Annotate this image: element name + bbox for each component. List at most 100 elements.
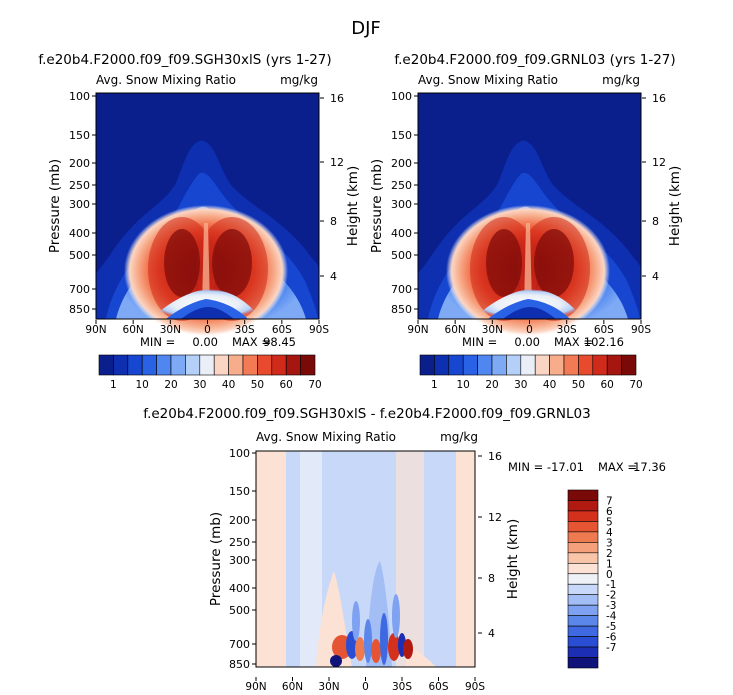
colorbar-label: 3 <box>606 537 613 549</box>
colorbar-label: -3 <box>606 600 616 612</box>
y-tick-label: 500 <box>391 249 412 262</box>
panel-2-yticks-right: 16 12 8 4 <box>642 92 666 283</box>
colorbar-box <box>113 354 129 376</box>
colorbar-box <box>567 542 599 554</box>
colorbar-box <box>567 625 599 637</box>
x-tick-label: 90N <box>245 681 266 693</box>
y-tick-label: 400 <box>391 227 412 240</box>
panel-3-variable: Avg. Snow Mixing Ratio <box>256 430 396 444</box>
y-tick-label: 300 <box>69 198 90 211</box>
colorbar-box <box>567 594 599 606</box>
colorbar-label: 6 <box>606 506 613 518</box>
colorbar-label: 10 <box>136 379 149 391</box>
colorbar-box <box>419 354 435 376</box>
colorbar-box <box>271 354 287 376</box>
y-right-tick-label: 8 <box>330 215 337 228</box>
colorbar-box <box>98 354 114 376</box>
colorbar-label: -2 <box>606 590 616 602</box>
panel-2: f.e20b4.F2000.f09_f09.GRNL03 (yrs 1-27) … <box>369 52 683 391</box>
colorbar-box <box>621 354 637 376</box>
colorbar-box <box>242 354 258 376</box>
y-right-tick-label: 12 <box>652 156 666 169</box>
x-tick-label: 60N <box>445 324 466 336</box>
colorbar-label: 50 <box>251 379 264 391</box>
panel-1-variable: Avg. Snow Mixing Ratio <box>96 73 236 87</box>
colorbar-label: 30 <box>514 379 527 391</box>
y-tick-label: 850 <box>229 658 250 671</box>
x-tick-label: 30N <box>482 324 503 336</box>
colorbar-label: -5 <box>606 621 616 633</box>
panel-1-units: mg/kg <box>280 73 318 87</box>
colorbar-label: -7 <box>606 642 616 654</box>
colorbar-label: -1 <box>606 579 616 591</box>
colorbar-box <box>567 521 599 533</box>
colorbar-label: 10 <box>457 379 470 391</box>
panel-3-ylabel-right: Height (km) <box>505 519 521 599</box>
y-tick-label: 700 <box>229 638 250 651</box>
panel-2-colorbar: 1 10 20 30 40 50 60 70 <box>419 354 643 391</box>
colorbar-label: -4 <box>606 611 617 623</box>
colorbar-label: 2 <box>606 548 613 560</box>
y-tick-label: 850 <box>69 303 90 316</box>
y-right-tick-label: 16 <box>652 92 666 105</box>
panel-2-field <box>417 92 642 337</box>
colorbar-box <box>520 354 536 376</box>
colorbar-box <box>567 615 599 627</box>
colorbar-box <box>213 354 229 376</box>
y-tick-label: 100 <box>391 90 412 103</box>
panel-3-min: -17.01 <box>547 460 584 474</box>
colorbar-box <box>578 354 594 376</box>
panel-1-max-label: MAX = <box>232 335 271 349</box>
panel-3-yticks: 100 150 200 250 300 400 500 700 850 <box>229 447 256 671</box>
colorbar-box <box>506 354 522 376</box>
y-tick-label: 100 <box>229 447 250 460</box>
y-tick-label: 250 <box>391 179 412 192</box>
x-tick-label: 60S <box>428 681 448 693</box>
colorbar-label: 1 <box>110 379 117 391</box>
y-tick-label: 300 <box>229 554 250 567</box>
colorbar-label: 20 <box>485 379 498 391</box>
panel-3-max: 17.36 <box>633 460 666 474</box>
y-right-tick-label: 12 <box>330 156 344 169</box>
y-tick-label: 250 <box>229 536 250 549</box>
colorbar-box <box>567 657 599 669</box>
x-tick-label: 90S <box>631 324 651 336</box>
colorbar-box <box>228 354 244 376</box>
colorbar-box <box>567 646 599 658</box>
panel-1-ylabel: Pressure (mb) <box>47 159 63 253</box>
y-tick-label: 200 <box>391 157 412 170</box>
colorbar-box <box>567 604 599 616</box>
y-tick-label: 150 <box>69 129 90 142</box>
panel-3-field <box>255 450 476 668</box>
colorbar-box <box>448 354 464 376</box>
panel-2-xticks: 90N 60N 30N 0 30S 60S 90S <box>407 320 651 336</box>
panel-3-title: f.e20b4.F2000.f09_f09.SGH30xlS - f.e20b4… <box>143 406 590 422</box>
y-right-tick-label: 16 <box>330 92 344 105</box>
panel-2-ylabel-right: Height (km) <box>667 166 683 246</box>
colorbar-box <box>567 583 599 596</box>
colorbar-box <box>127 354 143 376</box>
x-tick-label: 60N <box>123 324 144 336</box>
panel-1-min: 0.00 <box>192 335 218 349</box>
y-tick-label: 200 <box>229 514 250 527</box>
y-right-tick-label: 4 <box>652 270 659 283</box>
colorbar-box <box>491 354 507 376</box>
colorbar-box <box>567 636 599 648</box>
y-right-tick-label: 8 <box>488 572 495 585</box>
panel-3-max-label: MAX = <box>598 460 637 474</box>
y-tick-label: 150 <box>391 129 412 142</box>
panel-2-variable: Avg. Snow Mixing Ratio <box>418 73 558 87</box>
x-tick-label: 90S <box>309 324 329 336</box>
x-tick-label: 0 <box>526 324 533 336</box>
y-right-tick-label: 8 <box>652 215 659 228</box>
colorbar-label: 20 <box>164 379 177 391</box>
panel-2-max-label: MAX = <box>554 335 593 349</box>
panel-1-field <box>95 92 320 337</box>
panel-1-yticks: 100 150 200 250 300 400 500 700 850 <box>69 90 96 316</box>
y-tick-label: 700 <box>391 283 412 296</box>
colorbar-box <box>606 354 622 376</box>
colorbar-box <box>285 354 301 376</box>
panel-3-yticks-right: 16 12 8 4 <box>478 450 502 640</box>
